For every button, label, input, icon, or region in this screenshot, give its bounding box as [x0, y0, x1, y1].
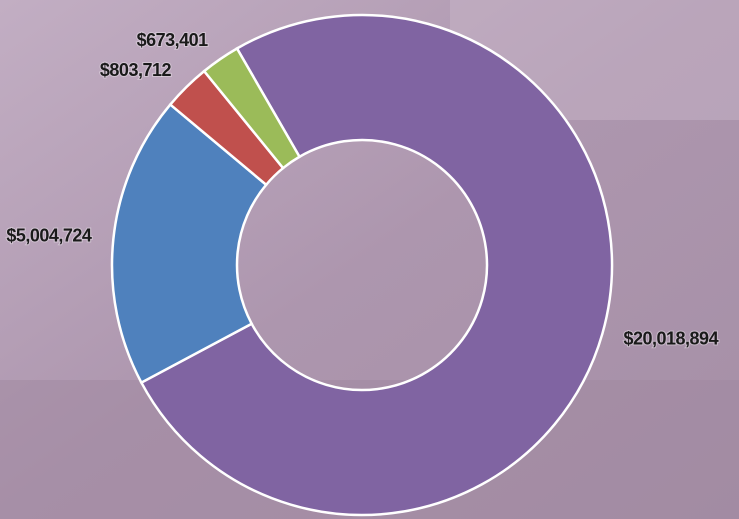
data-label: $20,018,894 — [623, 329, 718, 349]
data-label: $673,401 — [137, 30, 209, 50]
chart: $20,018,894 $5,004,724 $803,712 $673,401 — [0, 0, 739, 519]
data-label: $5,004,724 — [6, 226, 92, 246]
data-label: $803,712 — [100, 60, 172, 80]
